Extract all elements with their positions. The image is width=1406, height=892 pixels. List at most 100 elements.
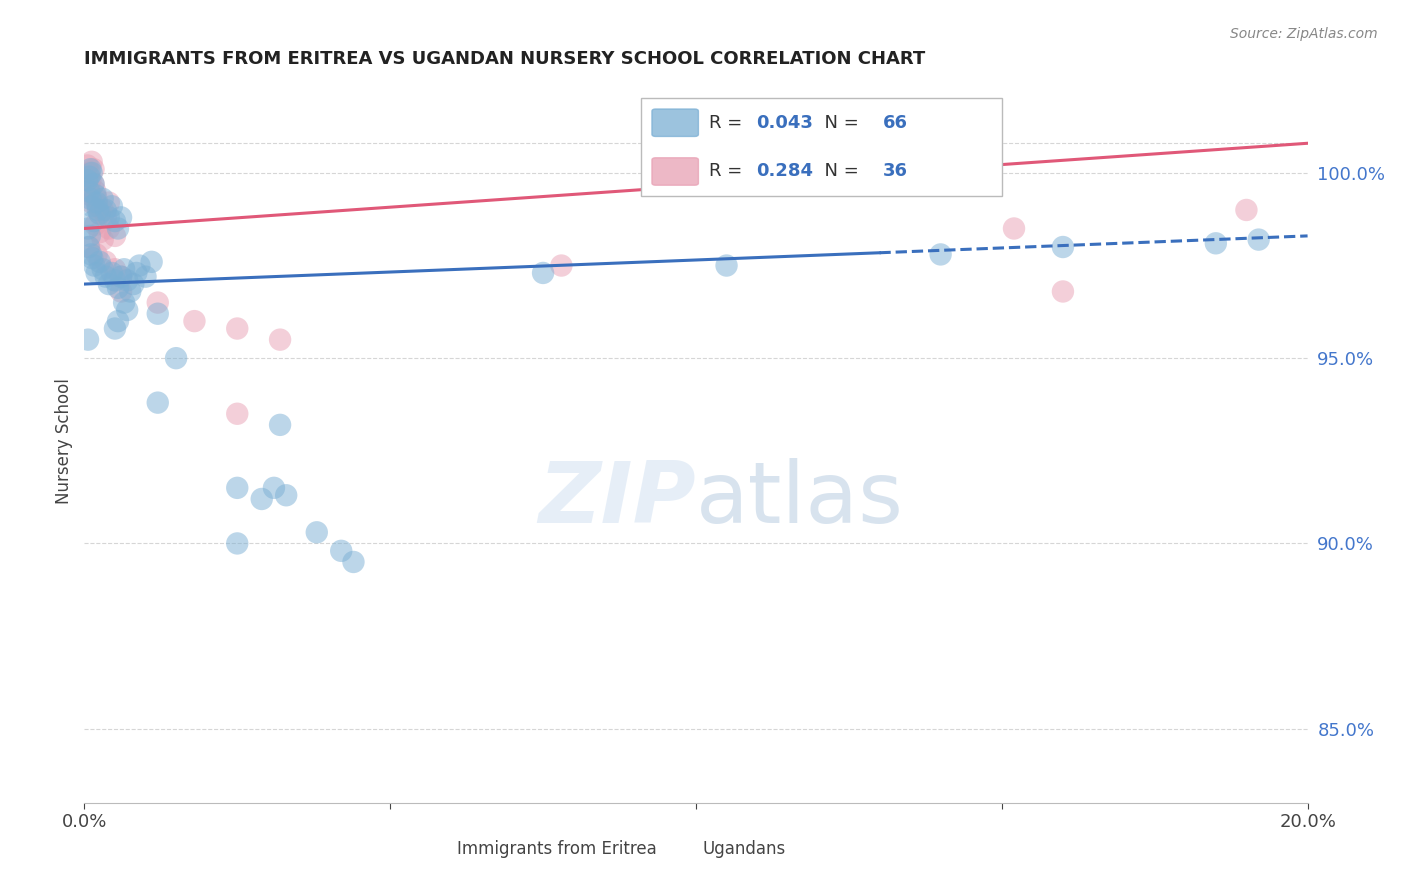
Point — [83, 259, 105, 273]
Text: atlas: atlas — [696, 458, 904, 541]
Point — [79, 173, 101, 187]
Point — [86, 266, 108, 280]
Point — [94, 269, 117, 284]
Point — [269, 333, 291, 347]
Point — [550, 259, 572, 273]
Point — [1002, 221, 1025, 235]
Point — [76, 159, 98, 173]
Text: R =: R = — [710, 162, 748, 180]
Text: Ugandans: Ugandans — [702, 840, 786, 858]
Point — [80, 247, 103, 261]
Point — [929, 247, 952, 261]
Text: 0.043: 0.043 — [756, 113, 813, 132]
Point — [122, 277, 145, 291]
Point — [250, 491, 273, 506]
Point — [79, 192, 101, 206]
Point — [94, 255, 117, 269]
Point — [226, 536, 249, 550]
Point — [115, 303, 138, 318]
Point — [84, 188, 107, 202]
FancyBboxPatch shape — [411, 837, 453, 862]
Point — [91, 192, 114, 206]
Point — [1052, 285, 1074, 299]
Point — [110, 285, 132, 299]
Text: Immigrants from Eritrea: Immigrants from Eritrea — [457, 840, 657, 858]
Point — [263, 481, 285, 495]
Text: IMMIGRANTS FROM ERITREA VS UGANDAN NURSERY SCHOOL CORRELATION CHART: IMMIGRANTS FROM ERITREA VS UGANDAN NURSE… — [84, 50, 925, 68]
Point — [110, 269, 132, 284]
Point — [87, 202, 110, 217]
Point — [115, 273, 138, 287]
Point — [84, 218, 107, 232]
Point — [276, 488, 298, 502]
Point — [183, 314, 205, 328]
Point — [1247, 233, 1270, 247]
Point — [89, 255, 111, 269]
Point — [112, 262, 135, 277]
Point — [104, 228, 127, 243]
Point — [80, 199, 103, 213]
Point — [104, 214, 127, 228]
Point — [83, 214, 105, 228]
Point — [141, 255, 163, 269]
Point — [77, 185, 100, 199]
Point — [112, 295, 135, 310]
Point — [110, 269, 132, 284]
Point — [146, 295, 169, 310]
Point — [107, 221, 129, 235]
Point — [83, 177, 105, 191]
Point — [77, 333, 100, 347]
Text: ZIP: ZIP — [538, 458, 696, 541]
Text: N =: N = — [814, 113, 865, 132]
Point — [86, 192, 108, 206]
Point — [716, 259, 738, 273]
FancyBboxPatch shape — [655, 837, 697, 862]
Point — [77, 240, 100, 254]
Point — [89, 225, 111, 239]
Point — [87, 199, 110, 213]
Point — [77, 180, 100, 194]
Point — [77, 166, 100, 180]
Point — [77, 221, 100, 235]
Point — [80, 154, 103, 169]
Point — [135, 269, 157, 284]
Point — [83, 162, 105, 177]
Point — [91, 262, 114, 277]
Point — [86, 195, 108, 210]
FancyBboxPatch shape — [641, 98, 1002, 196]
Point — [94, 211, 117, 225]
Point — [531, 266, 554, 280]
Point — [79, 162, 101, 177]
Point — [77, 169, 100, 184]
Point — [104, 321, 127, 335]
Point — [101, 199, 124, 213]
Point — [1052, 240, 1074, 254]
Point — [120, 285, 142, 299]
Y-axis label: Nursery School: Nursery School — [55, 378, 73, 505]
Point — [269, 417, 291, 432]
Point — [91, 202, 114, 217]
Point — [83, 177, 105, 191]
Point — [97, 211, 120, 225]
Point — [97, 195, 120, 210]
FancyBboxPatch shape — [652, 109, 699, 136]
Point — [330, 544, 353, 558]
Point — [1205, 236, 1227, 251]
Point — [226, 481, 249, 495]
Point — [226, 407, 249, 421]
Point — [165, 351, 187, 366]
Text: 66: 66 — [883, 113, 908, 132]
Point — [305, 525, 328, 540]
Point — [342, 555, 364, 569]
Point — [125, 266, 148, 280]
Point — [77, 240, 100, 254]
Point — [97, 277, 120, 291]
Point — [91, 233, 114, 247]
Point — [84, 185, 107, 199]
Point — [104, 273, 127, 287]
Point — [97, 221, 120, 235]
Point — [128, 259, 150, 273]
Point — [89, 207, 111, 221]
Point — [80, 195, 103, 210]
Point — [76, 173, 98, 187]
